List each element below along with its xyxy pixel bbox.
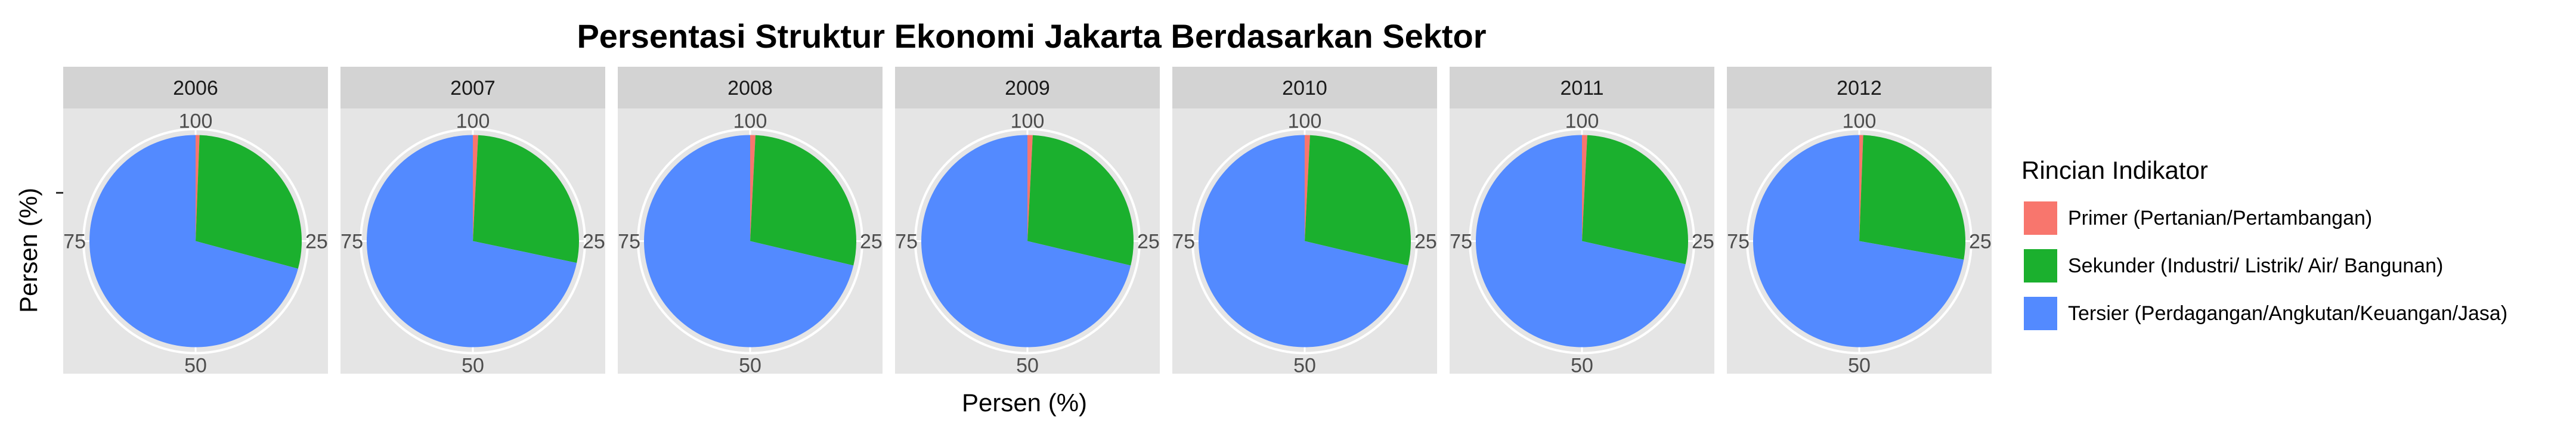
facet-strip xyxy=(1450,67,1714,108)
x-axis-title: Persen (%) xyxy=(961,389,1088,417)
pie-slice-sekunder xyxy=(1859,135,1965,260)
legend-label-primer: Primer (Pertanian/Pertambangan) xyxy=(2068,206,2373,229)
axis-tick-label: 25 xyxy=(1414,231,1437,253)
axis-tick-label: 25 xyxy=(305,231,328,253)
facet-strip-label: 2012 xyxy=(1837,77,1882,100)
pie-slice-tersier xyxy=(1753,135,1964,347)
pie-slice-tersier xyxy=(1476,135,1686,347)
pie-slice-sekunder xyxy=(1027,135,1134,266)
pie-slice-sekunder xyxy=(473,135,580,263)
axis-tick-label: 75 xyxy=(340,231,363,253)
axis-tick-label: 75 xyxy=(1450,231,1472,253)
axis-tick-label: 100 xyxy=(1565,110,1599,133)
pie-slice-sekunder xyxy=(1582,135,1688,265)
legend-title: Rincian Indikator xyxy=(2021,156,2208,184)
axis-tick-label: 25 xyxy=(1692,231,1714,253)
chart-title: Persentasi Struktur Ekonomi Jakarta Berd… xyxy=(577,17,1487,55)
axis-tick-label: 50 xyxy=(1571,355,1593,377)
axis-tick-label: 50 xyxy=(1016,355,1039,377)
legend-key-tersier xyxy=(2021,294,2060,333)
pie-slice-tersier xyxy=(921,135,1131,347)
facet-strip xyxy=(1172,67,1437,108)
facet-strip-label: 2010 xyxy=(1282,77,1327,100)
axis-tick-label: 100 xyxy=(1843,110,1877,133)
legend-item-tersier: Tersier (Perdagangan/Angkutan/Keuangan/J… xyxy=(2021,290,2507,337)
legend: Rincian Indikator Primer (Pertanian/Pert… xyxy=(2021,156,2507,337)
pie-slice-primer xyxy=(750,135,756,241)
pie-slice-primer xyxy=(1859,135,1863,241)
pie-slice-primer xyxy=(1027,135,1033,241)
pie-slice-primer xyxy=(473,135,478,241)
axis-tick-label: 50 xyxy=(1848,355,1871,377)
facet-strip xyxy=(1727,67,1992,108)
axis-tick-label: 75 xyxy=(618,231,640,253)
facet-strip-label: 2006 xyxy=(173,77,218,100)
facet-strip-label: 2007 xyxy=(450,77,496,100)
axis-tick-label: 25 xyxy=(583,231,605,253)
pie-slice-tersier xyxy=(1199,135,1408,347)
axis-tick-label: 50 xyxy=(462,355,484,377)
facet-strip xyxy=(895,67,1160,108)
axis-tick-label: 50 xyxy=(184,355,207,377)
axis-tick-label: 75 xyxy=(895,231,918,253)
axis-tick-label: 25 xyxy=(1137,231,1160,253)
facet-strip-label: 2009 xyxy=(1005,77,1050,100)
axis-tick-label: 100 xyxy=(179,110,213,133)
legend-key-sekunder xyxy=(2021,247,2060,285)
axis-tick-label: 100 xyxy=(456,110,490,133)
axis-tick-label: 100 xyxy=(1011,110,1045,133)
axis-tick-label: 75 xyxy=(1727,231,1750,253)
y-axis-tick xyxy=(56,192,64,194)
facet-strip xyxy=(340,67,605,108)
pie-slice-primer xyxy=(196,135,200,241)
axis-tick-label: 75 xyxy=(1172,231,1195,253)
facet-strip xyxy=(618,67,883,108)
legend-key-primer xyxy=(2021,199,2060,237)
pie-facets-plot: 2006 100 25 50 75 2007 100 25 50 75 2008 100 25 50 75 2… xyxy=(63,67,1992,377)
axis-tick-label: 50 xyxy=(1293,355,1316,377)
pie-slice-tersier xyxy=(644,135,854,347)
pie-slice-tersier xyxy=(89,135,298,347)
axis-tick-label: 50 xyxy=(739,355,761,377)
pie-slice-primer xyxy=(1582,135,1587,241)
pie-slice-sekunder xyxy=(196,135,302,269)
legend-label-tersier: Tersier (Perdagangan/Angkutan/Keuangan/J… xyxy=(2068,302,2508,325)
facet-strip-label: 2011 xyxy=(1560,77,1603,100)
axis-tick-label: 100 xyxy=(1288,110,1322,133)
legend-label-sekunder: Sekunder (Industri/ Listrik/ Air/ Bangun… xyxy=(2068,254,2444,277)
facet-strip-label: 2008 xyxy=(727,77,773,100)
facet-strip xyxy=(63,67,328,108)
axis-tick-label: 25 xyxy=(1969,231,1992,253)
axis-tick-label: 100 xyxy=(733,110,767,133)
axis-tick-label: 25 xyxy=(860,231,883,253)
legend-item-primer: Primer (Pertanian/Pertambangan) xyxy=(2021,194,2507,242)
axis-tick-label: 75 xyxy=(63,231,86,253)
pie-slice-tersier xyxy=(367,135,577,347)
pie-slice-sekunder xyxy=(750,135,856,266)
pie-slice-primer xyxy=(1305,135,1310,241)
pie-slice-sekunder xyxy=(1305,135,1411,266)
legend-item-sekunder: Sekunder (Industri/ Listrik/ Air/ Bangun… xyxy=(2021,242,2507,290)
